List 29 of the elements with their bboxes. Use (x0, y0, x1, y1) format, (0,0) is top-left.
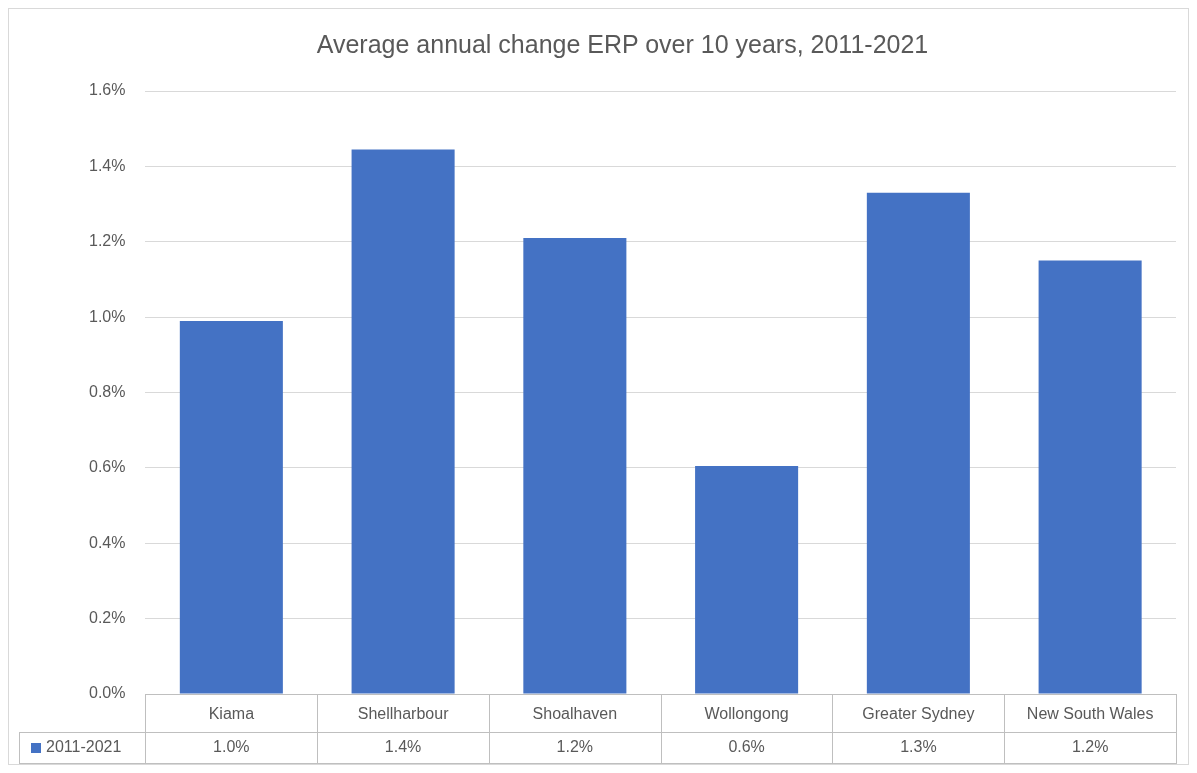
x-tick-label: New South Wales (1026, 705, 1154, 723)
y-tick-label: 0.8% (89, 382, 126, 400)
data-label: 1.3% (900, 738, 937, 756)
y-tick-label: 0.0% (89, 684, 126, 702)
bar (179, 320, 283, 694)
x-tick-label: Wollongong (704, 705, 789, 723)
y-tick-label: 1.2% (89, 232, 126, 250)
y-tick-label: 0.2% (89, 609, 126, 627)
y-tick-label: 1.6% (89, 81, 126, 99)
bar (523, 237, 627, 694)
bar (1038, 260, 1142, 694)
x-tick-label: Shoalhaven (532, 705, 618, 723)
x-tick-label: Shellharbour (357, 705, 450, 723)
y-tick-label: 0.6% (89, 458, 126, 476)
data-label: 0.6% (728, 738, 765, 756)
legend-label: 2011-2021 (46, 738, 122, 756)
data-label: 1.2% (556, 738, 594, 756)
bar (866, 192, 970, 694)
y-tick-label: 0.4% (89, 533, 126, 551)
chart-title: Average annual change ERP over 10 years, 2011-2021 (316, 29, 929, 58)
x-tick-label: Kiama (208, 705, 255, 723)
data-label: 1.2% (1071, 738, 1109, 756)
y-tick-label: 1.0% (89, 307, 126, 325)
data-label: 1.4% (384, 738, 422, 756)
data-label: 1.0% (213, 738, 250, 756)
bar (351, 149, 455, 694)
bar (695, 465, 799, 694)
y-tick-label: 1.4% (89, 156, 126, 174)
x-tick-label: Greater Sydney (862, 705, 975, 723)
